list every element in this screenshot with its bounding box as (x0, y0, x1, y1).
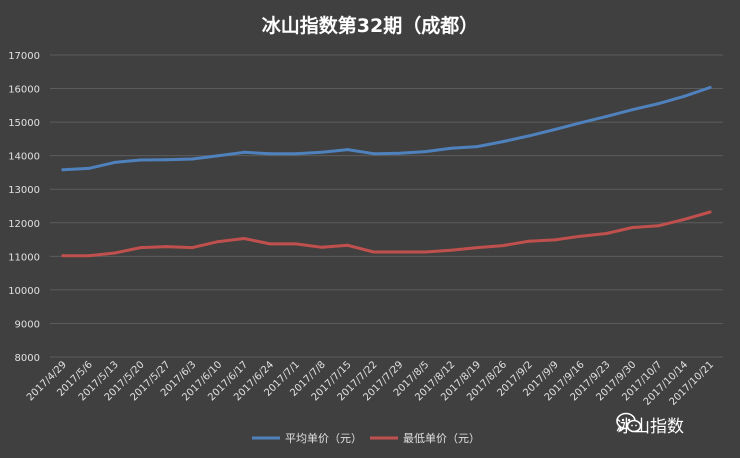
data-point (630, 225, 634, 229)
data-point (139, 158, 143, 162)
data-point (397, 250, 401, 254)
data-point (423, 150, 427, 154)
data-point (242, 150, 246, 154)
chart-title: 冰山指数第32期（成都） (262, 14, 478, 37)
data-point (397, 151, 401, 155)
data-point (708, 210, 712, 214)
watermark: 冰山指数 (616, 412, 684, 437)
data-point (372, 152, 376, 156)
data-point (216, 240, 220, 244)
y-tick-label: 15000 (8, 118, 40, 129)
series-line-1 (61, 210, 712, 258)
data-point (346, 243, 350, 247)
legend-label: 平均单价（元） (285, 432, 362, 445)
data-point (268, 242, 272, 246)
data-point (708, 86, 712, 90)
data-point (87, 254, 91, 258)
data-point (553, 127, 557, 131)
data-point (372, 250, 376, 254)
data-point (682, 94, 686, 98)
data-point (527, 134, 531, 138)
data-point (113, 251, 117, 255)
legend-label: 最低单价（元） (403, 432, 480, 445)
data-point (61, 168, 65, 172)
data-point (139, 246, 143, 250)
data-point (164, 158, 168, 162)
data-point (294, 152, 298, 156)
data-point (501, 140, 505, 144)
data-point (61, 254, 65, 258)
data-point (579, 234, 583, 238)
data-point (501, 244, 505, 248)
y-tick-label: 16000 (8, 85, 40, 96)
data-point (294, 242, 298, 246)
data-point (553, 238, 557, 242)
data-point (475, 246, 479, 250)
data-point (475, 145, 479, 149)
wechat-icon (616, 412, 642, 433)
data-point (164, 245, 168, 249)
data-point (449, 146, 453, 150)
data-point (656, 224, 660, 228)
data-point (449, 248, 453, 252)
data-point (579, 121, 583, 125)
y-tick-label: 8000 (15, 353, 40, 364)
y-tick-label: 9000 (15, 319, 40, 330)
series-line-0 (61, 86, 712, 172)
y-tick-label: 17000 (8, 51, 40, 62)
y-tick-label: 11000 (8, 252, 40, 263)
data-point (605, 114, 609, 118)
data-point (682, 217, 686, 221)
data-point (268, 152, 272, 156)
data-point (87, 166, 91, 170)
data-point (527, 239, 531, 243)
data-point (113, 160, 117, 164)
y-tick-label: 12000 (8, 219, 40, 230)
data-point (216, 154, 220, 158)
y-tick-label: 10000 (8, 286, 40, 297)
data-point (630, 108, 634, 112)
y-tick-label: 13000 (8, 185, 40, 196)
data-point (346, 148, 350, 152)
data-point (242, 237, 246, 241)
y-tick-label: 14000 (8, 152, 40, 163)
data-point (190, 246, 194, 250)
data-point (190, 157, 194, 161)
data-point (320, 245, 324, 249)
data-point (605, 232, 609, 236)
data-point (320, 150, 324, 154)
data-point (656, 102, 660, 106)
data-point (423, 250, 427, 254)
